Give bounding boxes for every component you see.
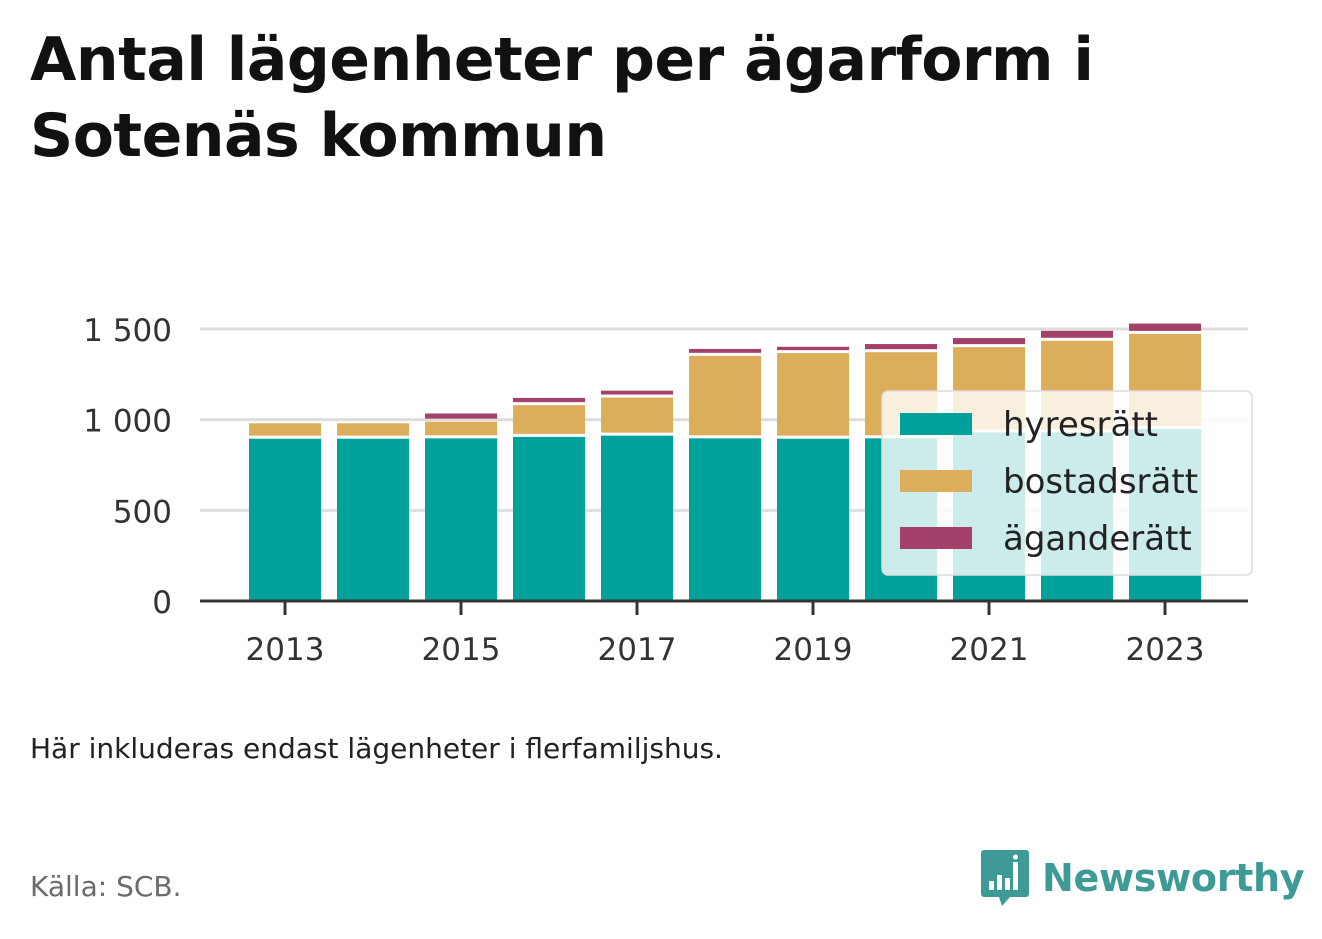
bar-segment (777, 353, 849, 436)
legend-label: äganderätt (1003, 519, 1192, 559)
legend-box (881, 390, 1253, 576)
y-tick-label: 1 500 (83, 313, 172, 349)
x-tick-label: 2019 (774, 632, 853, 668)
bar-segment (865, 344, 937, 350)
bar-segment (777, 438, 849, 601)
bar-segment (689, 438, 761, 601)
y-tick-label: 0 (152, 585, 172, 621)
x-tick-label: 2015 (422, 632, 501, 668)
bar-segment (337, 438, 409, 601)
bar-segment (513, 397, 585, 403)
bar-segment (1041, 330, 1113, 338)
x-tick-label: 2017 (598, 632, 677, 668)
bar-segment (425, 413, 497, 419)
brand-name: Newsworthy (1042, 856, 1305, 900)
y-tick-label: 1 000 (83, 404, 172, 440)
bar-segment (337, 423, 409, 436)
chart-title: Antal lägenheter per ägarform i Sotenäs … (30, 22, 1230, 174)
chart-title-line-1: Antal lägenheter per ägarform i (30, 25, 1094, 95)
legend-swatch (900, 413, 972, 435)
source-credit: Källa: SCB. (30, 870, 182, 903)
bar-segment (425, 421, 497, 436)
legend-swatch (900, 470, 972, 492)
bar-segment (689, 348, 761, 353)
x-tick-label: 2021 (950, 632, 1029, 668)
x-tick-label: 2013 (246, 632, 325, 668)
legend-label: hyresrätt (1003, 405, 1158, 445)
bar-segment (513, 436, 585, 601)
brand-logo: Newsworthy (980, 848, 1305, 908)
bar-segment (689, 355, 761, 436)
bar-segment (601, 390, 673, 395)
x-tick-label: 2023 (1126, 632, 1205, 668)
axes: 0 500 1 000 1 500 2013 2015 2017 2019 2021 2023 (83, 313, 1248, 668)
chart-title-line-2: Sotenäs kommun (30, 101, 607, 171)
legend-swatch (900, 527, 972, 549)
bar-segment (1129, 323, 1201, 331)
bar-segment (249, 438, 321, 601)
bar-segment (601, 397, 673, 433)
bar-segment (513, 405, 585, 434)
bar-segment (249, 423, 321, 436)
y-tick-label: 500 (113, 494, 172, 530)
bar-chart-speech-bubble-icon (981, 850, 1029, 906)
footnote: Här inkluderas endast lägenheter i flerf… (30, 732, 723, 765)
bar-segment (601, 435, 673, 601)
legend: hyresrätt bostadsrätt äganderätt (881, 390, 1253, 576)
bar-segment (425, 438, 497, 601)
bar-segment (953, 338, 1025, 345)
bar-segment (777, 346, 849, 351)
legend-label: bostadsrätt (1003, 462, 1198, 502)
